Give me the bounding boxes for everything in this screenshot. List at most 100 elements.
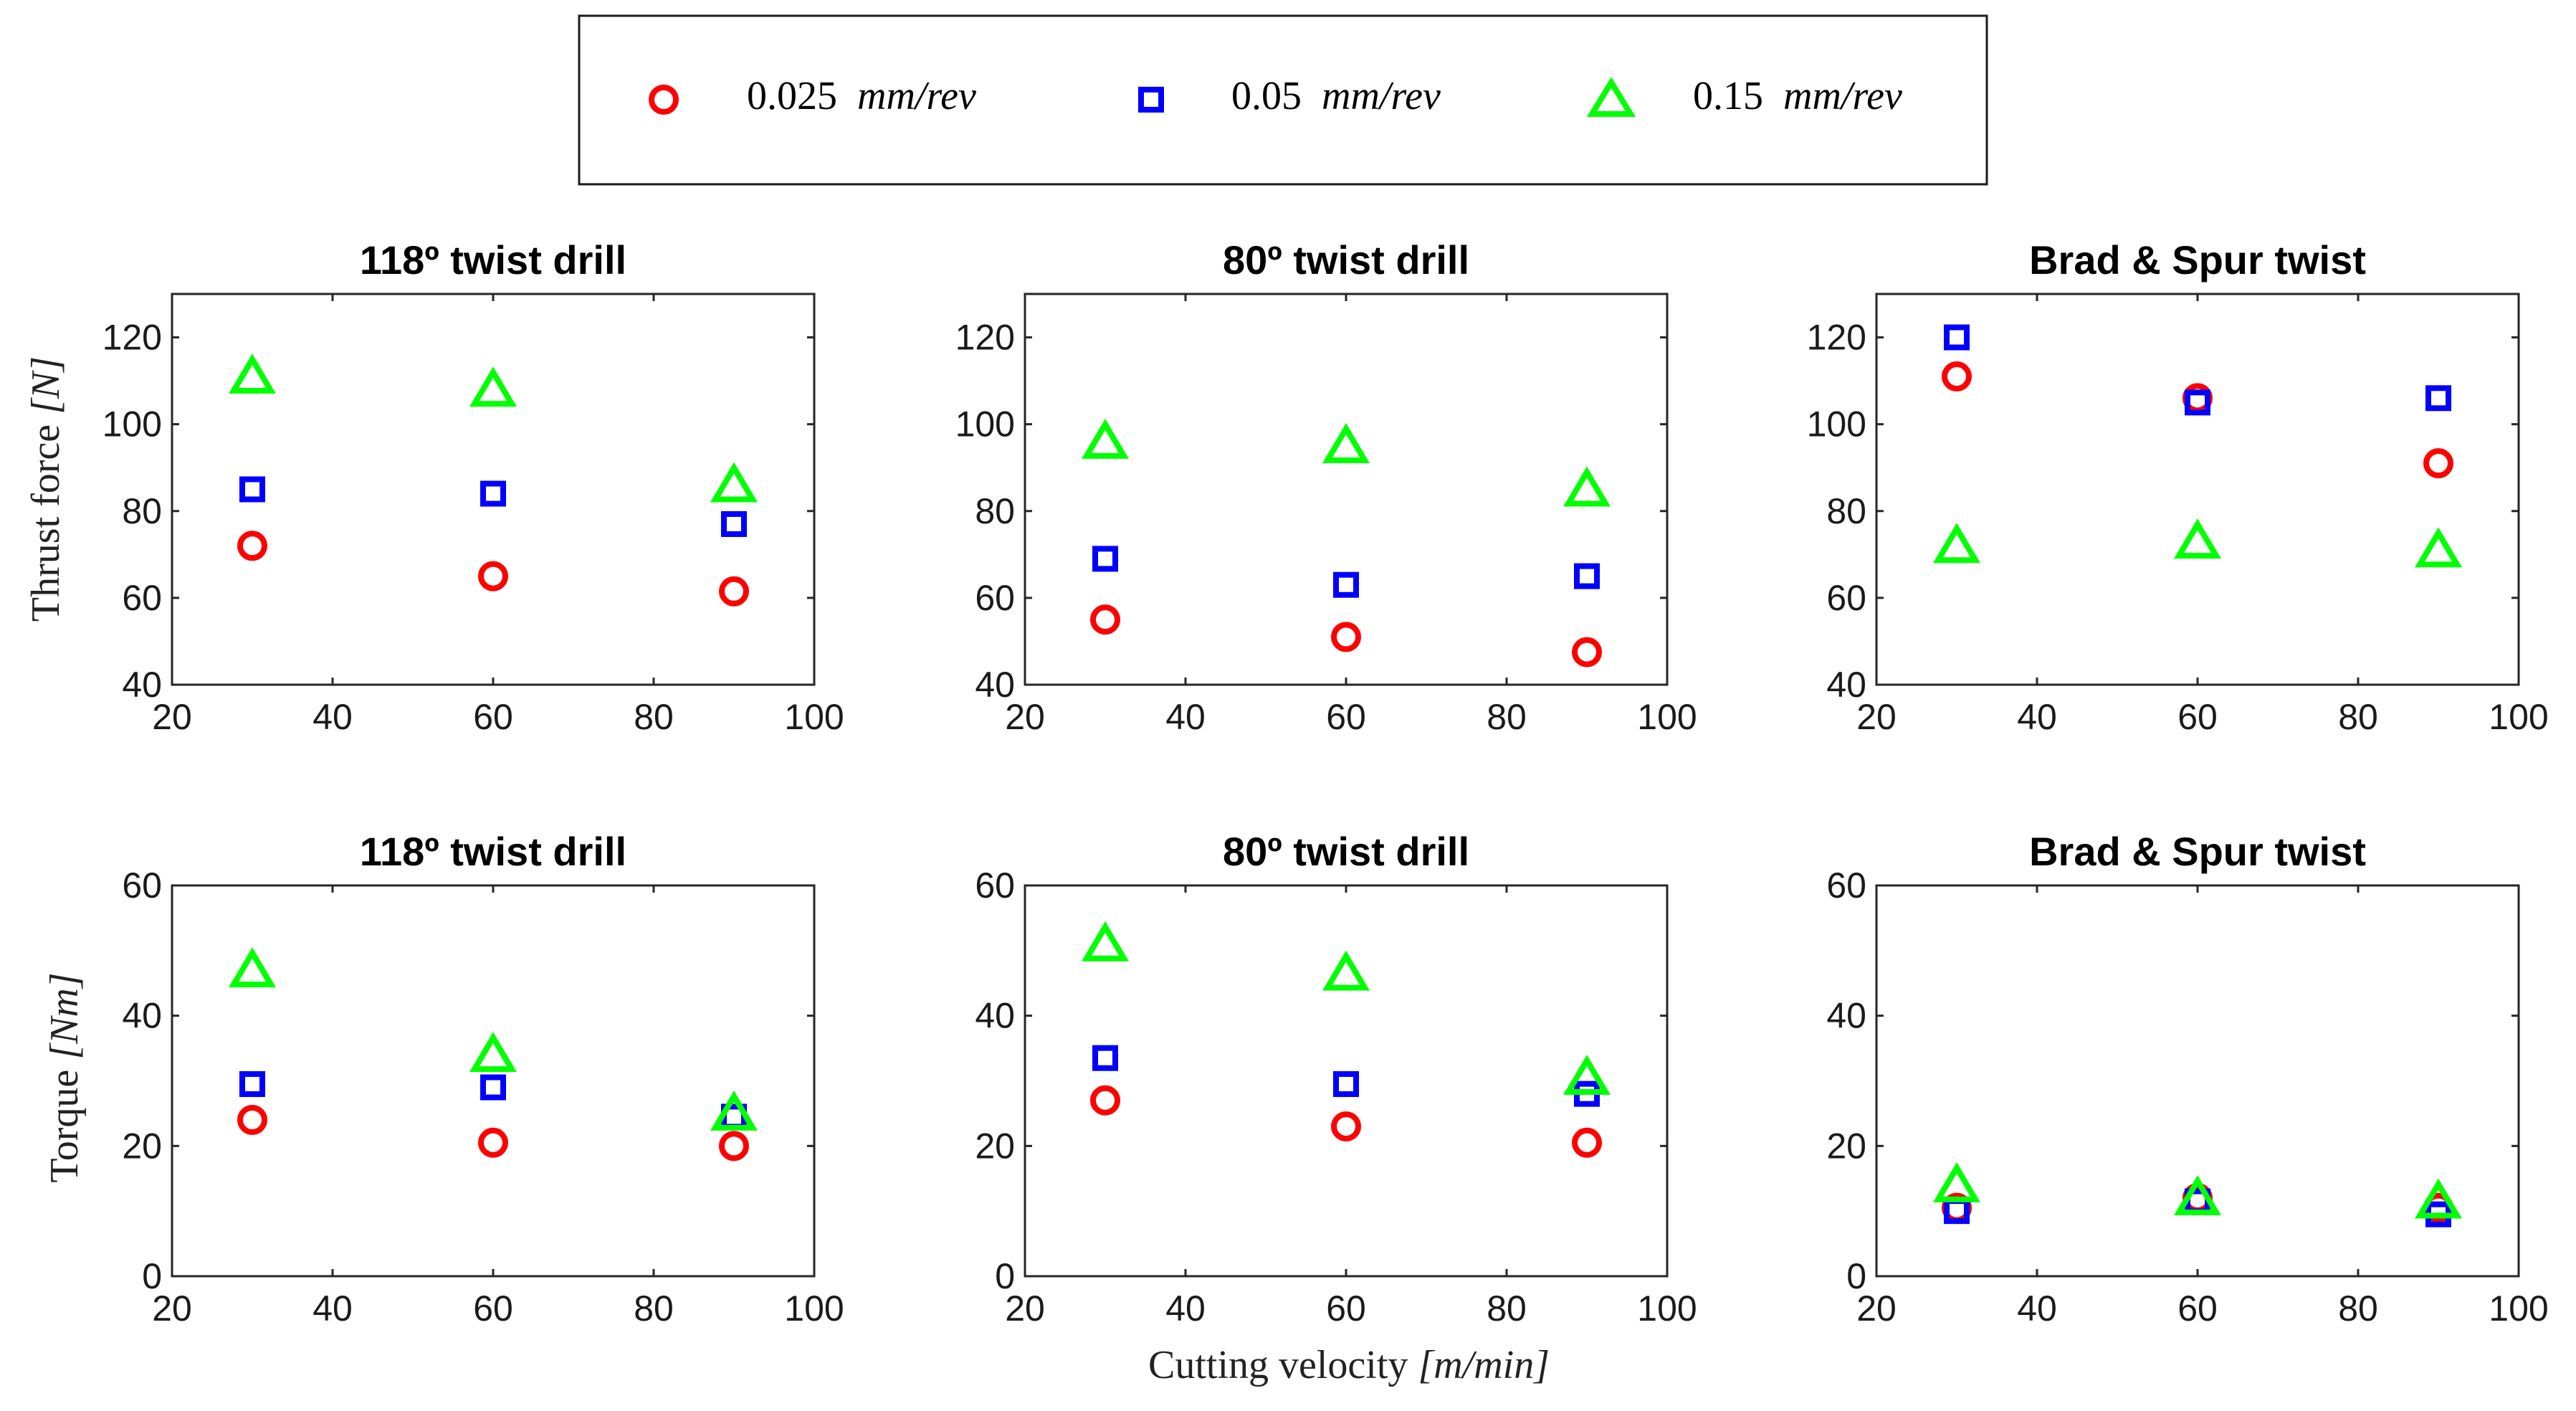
y-tick-label: 40 — [1826, 996, 1866, 1036]
y-tick-label: 100 — [102, 404, 162, 445]
y-tick-label: 40 — [122, 665, 162, 705]
x-tick-label: 60 — [473, 1288, 513, 1329]
y-tick-label: 120 — [1807, 318, 1866, 358]
xlabel-prefix: Cutting velocity — [1148, 1343, 1418, 1387]
point-circle — [719, 1131, 749, 1161]
point-circle — [2423, 448, 2453, 479]
x-tick-label: 60 — [2177, 697, 2218, 737]
point-circle — [719, 576, 749, 607]
point-triangle — [2173, 518, 2222, 559]
point-triangle — [228, 947, 277, 988]
x-tick-label: 20 — [1005, 1288, 1045, 1329]
thrust-ylabel: Thrust force [N] — [24, 356, 68, 622]
x-tick-label: 80 — [634, 697, 674, 737]
x-tick-label: 60 — [473, 697, 513, 737]
point-triangle — [1081, 419, 1130, 459]
y-tick-label: 100 — [955, 404, 1015, 445]
point-circle — [1572, 1127, 1602, 1158]
plot-frame — [171, 884, 816, 1278]
x-tick-label: 20 — [1005, 697, 1045, 737]
x-tick-label: 20 — [152, 697, 192, 737]
y-tick-label: 0 — [142, 1256, 162, 1296]
point-square — [239, 1071, 265, 1098]
point-circle — [237, 1105, 267, 1135]
legend-entry-0: 0.025 mm/rev — [747, 74, 976, 118]
x-tick-label: 60 — [1326, 1288, 1366, 1329]
legend-marker-square — [1138, 87, 1164, 113]
x-tick-label: 40 — [2017, 697, 2057, 737]
point-triangle — [1563, 466, 1611, 507]
point-circle — [1331, 1111, 1361, 1142]
torque-ylabel-unit: [Nm] — [42, 972, 87, 1059]
point-circle — [1090, 604, 1120, 635]
legend-entry-2-value: 0.15 — [1693, 74, 1763, 118]
point-triangle — [2414, 527, 2463, 568]
y-tick-label: 60 — [975, 578, 1015, 618]
panel-title: Brad & Spur twist — [2029, 829, 2366, 874]
panel-title: 118º twist drill — [360, 829, 626, 874]
x-tick-label: 80 — [634, 1288, 674, 1329]
panel-title: 80º twist drill — [1223, 829, 1469, 874]
xlabel: Cutting velocity [m/min] — [1148, 1343, 1550, 1387]
point-square — [1333, 1071, 1359, 1098]
panel-title: 80º twist drill — [1223, 237, 1469, 282]
x-tick-label: 40 — [1165, 697, 1206, 737]
point-triangle — [1081, 921, 1130, 961]
torque-ylabel-prefix: Torque — [42, 1060, 87, 1183]
x-tick-label: 40 — [313, 1288, 353, 1329]
point-square — [1092, 546, 1118, 572]
legend-box — [578, 14, 1988, 186]
point-square — [1574, 563, 1600, 589]
point-triangle — [1322, 950, 1370, 991]
x-tick-label: 20 — [1856, 697, 1897, 737]
point-triangle — [1932, 523, 1981, 564]
y-tick-label: 100 — [1807, 404, 1866, 445]
point-square — [2185, 389, 2210, 416]
legend-entry-2-unit: mm/rev — [1783, 74, 1902, 118]
y-tick-label: 60 — [122, 578, 162, 618]
panel-title: Brad & Spur twist — [2029, 237, 2366, 282]
legend-marker-triangle — [1586, 77, 1636, 117]
x-tick-label: 80 — [1487, 697, 1527, 737]
y-tick-label: 120 — [102, 318, 162, 358]
y-tick-label: 60 — [1826, 865, 1866, 906]
torque-ylabel: Torque [Nm] — [42, 972, 87, 1182]
point-triangle — [228, 353, 277, 394]
x-tick-label: 100 — [784, 697, 844, 737]
point-square — [1944, 324, 1970, 351]
point-circle — [1331, 622, 1361, 652]
point-triangle — [1322, 423, 1370, 463]
y-tick-label: 0 — [995, 1256, 1015, 1296]
point-triangle — [710, 462, 758, 503]
point-square — [1333, 571, 1359, 598]
point-triangle — [1932, 1161, 1981, 1202]
x-tick-label: 40 — [313, 697, 353, 737]
x-tick-label: 40 — [2017, 1288, 2057, 1329]
point-triangle — [1563, 1055, 1611, 1095]
y-tick-label: 40 — [975, 996, 1015, 1036]
y-tick-label: 40 — [1826, 665, 1866, 705]
x-tick-label: 40 — [1165, 1288, 1206, 1329]
x-tick-label: 60 — [1326, 697, 1366, 737]
point-circle — [1090, 1085, 1120, 1116]
y-tick-label: 80 — [122, 491, 162, 531]
x-tick-label: 100 — [1637, 697, 1697, 737]
point-square — [2425, 385, 2451, 412]
legend-entry-2: 0.15 mm/rev — [1693, 74, 1902, 118]
y-tick-label: 80 — [1826, 491, 1866, 531]
y-tick-label: 60 — [975, 865, 1015, 906]
point-square — [721, 510, 747, 537]
plot-frame — [1875, 293, 2520, 686]
point-triangle — [2414, 1178, 2463, 1219]
point-circle — [478, 1127, 508, 1158]
x-tick-label: 80 — [2338, 1288, 2378, 1329]
x-tick-label: 100 — [1637, 1288, 1697, 1329]
x-tick-label: 100 — [2489, 1288, 2548, 1329]
y-tick-label: 20 — [1826, 1126, 1866, 1166]
